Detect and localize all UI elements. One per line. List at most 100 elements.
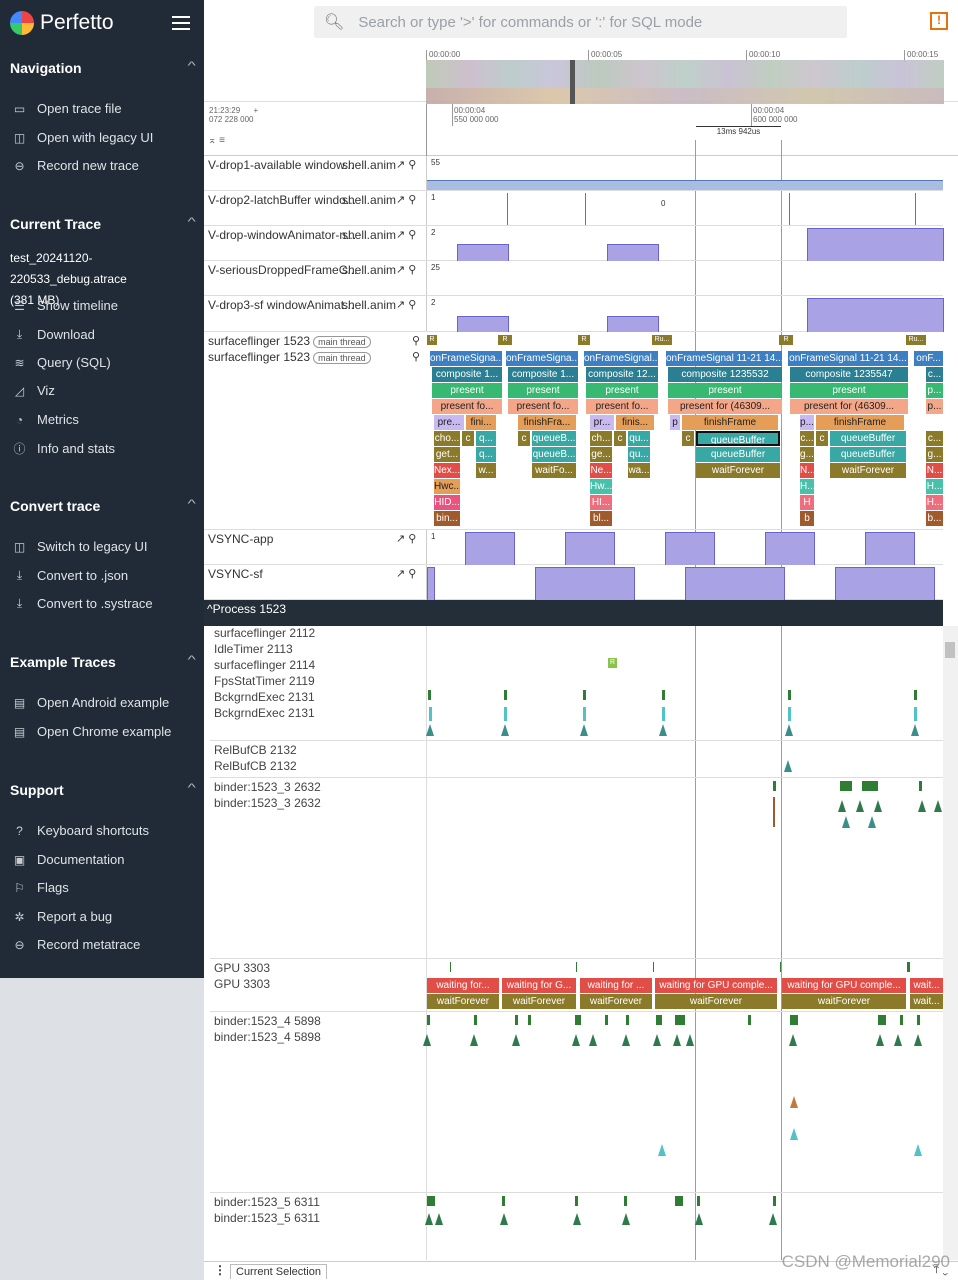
scrollbar-thumb[interactable] — [945, 642, 955, 658]
chart-pin-icon[interactable]: ↗ ⚲ — [396, 533, 417, 545]
timeline-scrollbar[interactable] — [943, 626, 958, 1260]
flow-arrow[interactable] — [512, 1034, 520, 1046]
perfetto-logo[interactable]: Perfetto — [10, 8, 114, 38]
thread-state-mark[interactable] — [515, 1015, 518, 1025]
flow-arrow[interactable] — [673, 1034, 681, 1046]
vsync-sf-track[interactable]: VSYNC-sf ↗ ⚲ 1 — [204, 565, 943, 600]
section-support[interactable]: Support ^ — [10, 782, 196, 798]
flow-arrow[interactable] — [856, 800, 864, 812]
thread-state-running[interactable]: R — [578, 335, 590, 345]
thread-state-mark[interactable] — [624, 1196, 627, 1206]
slice-mark[interactable] — [662, 707, 665, 721]
slice[interactable]: present fo... — [508, 399, 578, 414]
pin-icon[interactable]: ⚲ — [412, 351, 421, 363]
slice-mark[interactable] — [914, 707, 917, 721]
flow-arrow[interactable] — [914, 1144, 922, 1156]
slice[interactable]: present — [432, 383, 502, 398]
slice[interactable]: present — [508, 383, 578, 398]
chart-pin-icon[interactable]: ↗ ⚲ — [396, 299, 417, 311]
sidebar-item-metatrace[interactable]: ⊖ Record metatrace — [12, 937, 202, 952]
flow-arrow[interactable] — [785, 724, 793, 736]
sidebar-item-chrome-example[interactable]: ▤ Open Chrome example — [12, 724, 202, 739]
thread-state-mark[interactable] — [576, 962, 577, 972]
slice[interactable]: waitForever — [580, 994, 652, 1009]
slice[interactable]: bin... — [434, 511, 460, 526]
flow-arrow[interactable] — [423, 1034, 431, 1046]
flow-arrow[interactable] — [589, 1034, 597, 1046]
slice[interactable]: onFrameSigna... — [506, 351, 578, 366]
counter-track-drop1[interactable]: V-drop1-available window... shell.anim ↗… — [204, 156, 943, 191]
slice-mark[interactable] — [773, 797, 775, 827]
slice[interactable]: present — [586, 383, 658, 398]
sidebar-item-viz[interactable]: ◿ Viz — [12, 383, 202, 398]
overview-window-marker[interactable] — [570, 60, 575, 104]
slice[interactable]: p... — [926, 383, 943, 398]
thread-state-mark[interactable] — [919, 781, 922, 791]
flow-arrow[interactable] — [659, 724, 667, 736]
slice[interactable]: composite 1... — [508, 367, 578, 382]
slice[interactable]: queueBuffer — [696, 447, 780, 462]
slice[interactable]: H — [800, 495, 814, 510]
flow-arrow[interactable] — [789, 1034, 797, 1046]
slice[interactable]: waiting for ... — [580, 978, 652, 993]
thread-state-mark[interactable] — [788, 690, 791, 700]
thread-state-mark[interactable] — [780, 962, 781, 972]
slice[interactable]: finishFra... — [518, 415, 576, 430]
flow-arrow[interactable] — [501, 724, 509, 736]
counter-track-drop2[interactable]: V-drop2-latchBuffer windo... shell.anim … — [204, 191, 943, 226]
sidebar-item-metrics[interactable]: ◔ Metrics — [12, 412, 202, 427]
counter-track-serious-dropped[interactable]: V-seriousDroppedFrameC... shell.anim ↗ ⚲… — [204, 261, 943, 296]
thread-state-mark[interactable] — [575, 1196, 578, 1206]
slice[interactable]: HID... — [434, 495, 460, 510]
slice[interactable]: waiting for... — [427, 978, 499, 993]
chart-pin-icon[interactable]: ↗ ⚲ — [396, 568, 417, 580]
section-convert-trace[interactable]: Convert trace ^ — [10, 498, 196, 514]
thread-state-mark[interactable] — [427, 1015, 430, 1025]
slice[interactable]: q... — [476, 447, 496, 462]
slice[interactable]: b... — [926, 511, 943, 526]
slice[interactable]: composite 12... — [586, 367, 658, 382]
thread-state-mark[interactable] — [862, 781, 878, 791]
slice[interactable]: waiting for GPU comple... — [655, 978, 777, 993]
slice[interactable]: wait... — [910, 978, 943, 993]
thread-state-mark[interactable] — [656, 1015, 662, 1025]
slice[interactable]: b — [800, 511, 814, 526]
thread-state-mark[interactable] — [605, 1015, 608, 1025]
slice[interactable]: c... — [926, 367, 943, 382]
slice[interactable]: N... — [800, 463, 814, 478]
vsync-app-track[interactable]: VSYNC-app ↗ ⚲ 1 — [204, 530, 943, 565]
flow-arrow[interactable] — [572, 1034, 580, 1046]
slice[interactable]: waitForever — [830, 463, 906, 478]
thread-state-mark[interactable] — [653, 962, 654, 972]
sidebar-item-flags[interactable]: ⚐ Flags — [12, 880, 202, 895]
thread-state-running[interactable]: R — [779, 335, 793, 345]
area-selection-end[interactable] — [781, 140, 782, 1260]
thread-state-mark[interactable] — [474, 1015, 477, 1025]
slice[interactable]: waiting for GPU comple... — [782, 978, 906, 993]
slice[interactable]: onFrameSignal 11-21 14... — [788, 351, 908, 366]
sidebar-item-open-trace[interactable]: ▭ Open trace file — [12, 101, 202, 116]
thread-state-mark[interactable] — [900, 1015, 903, 1025]
slice[interactable]: H... — [800, 479, 814, 494]
flow-arrow[interactable] — [622, 1213, 630, 1225]
counter-track-window-animator[interactable]: V-drop-windowAnimator-n... shell.anim ↗ … — [204, 226, 944, 261]
slice[interactable]: get... — [434, 447, 460, 462]
thread-state-mark[interactable] — [504, 690, 507, 700]
flow-arrow[interactable] — [934, 800, 942, 812]
thread-state-mark[interactable] — [528, 1015, 531, 1025]
sidebar-item-show-timeline[interactable]: ☰ Show timeline — [12, 298, 202, 313]
pin-icon[interactable]: ⚲ — [412, 335, 421, 347]
flow-arrow[interactable] — [842, 816, 850, 828]
slice[interactable]: g... — [800, 447, 814, 462]
thread-state-mark[interactable] — [675, 1015, 685, 1025]
menu-icon[interactable] — [172, 16, 190, 30]
slice[interactable]: H... — [926, 479, 943, 494]
thread-state-running[interactable]: R — [498, 335, 512, 345]
flow-arrow[interactable] — [894, 1034, 902, 1046]
process-group-header[interactable]: ^Process 1523 — [204, 600, 943, 626]
selected-slice[interactable]: queueBuffer — [696, 431, 780, 446]
slice[interactable]: onFrameSignal... — [584, 351, 658, 366]
slice[interactable]: waitForever — [427, 994, 499, 1009]
slice[interactable]: waitForever — [502, 994, 576, 1009]
thread-state-mark[interactable] — [502, 1196, 505, 1206]
